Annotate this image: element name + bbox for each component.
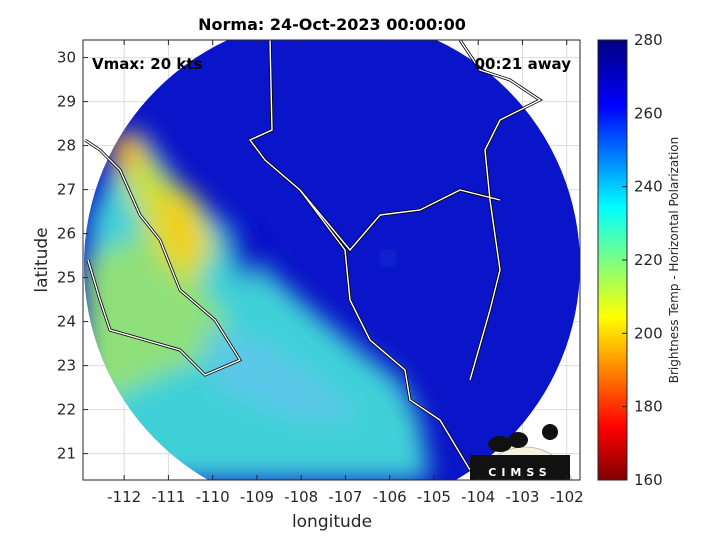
y-tick-label: 21 — [57, 445, 76, 463]
colorbar-tick-label: 200 — [634, 324, 663, 342]
y-tick-label: 29 — [57, 93, 76, 111]
cimss-logo: CIMSS — [470, 424, 573, 480]
x-tick-label: -104 — [461, 488, 495, 506]
x-tick-label: -106 — [373, 488, 407, 506]
x-tick-label: -105 — [417, 488, 451, 506]
colorbar-tick-label: 180 — [634, 398, 663, 416]
y-tick-label: 27 — [57, 181, 76, 199]
y-ticks: 21 22 23 24 25 26 27 28 29 30 — [57, 49, 88, 463]
y-tick-label: 28 — [57, 137, 76, 155]
colorbar-tick-label: 240 — [634, 178, 663, 196]
y-tick-label: 26 — [57, 225, 76, 243]
x-ticks: -112 -111 -110 -109 -108 -107 -106 -105 -104 -103… — [107, 40, 584, 506]
colorbar-tick-label: 160 — [634, 471, 663, 489]
brightness-field: CIMSS — [83, 40, 580, 480]
colorbar-ticks: 160 180 200 220 240 260 280 — [622, 31, 663, 489]
chart-title: Norma: 24-Oct-2023 00:00:00 — [198, 15, 466, 34]
colorbar-tick-label: 280 — [634, 31, 663, 49]
x-tick-label: -103 — [505, 488, 539, 506]
cimss-logo-text: CIMSS — [488, 466, 551, 479]
y-tick-label: 30 — [57, 49, 76, 67]
y-tick-label: 25 — [57, 269, 76, 287]
x-tick-label: -110 — [196, 488, 230, 506]
colorbar-tick-label: 260 — [634, 104, 663, 122]
x-tick-label: -111 — [151, 488, 185, 506]
colorbar-label: Brightness Temp - Horizontal Polarizatio… — [667, 137, 681, 384]
x-tick-label: -112 — [107, 488, 141, 506]
vmax-annotation: Vmax: 20 kts — [92, 55, 202, 73]
x-tick-label: -102 — [550, 488, 584, 506]
x-axis-label: longitude — [292, 512, 372, 532]
x-tick-label: -107 — [328, 488, 362, 506]
y-axis-label: latitude — [32, 227, 52, 292]
x-tick-label: -109 — [240, 488, 274, 506]
y-tick-label: 22 — [57, 401, 76, 419]
axes-frame — [82, 39, 581, 481]
y-tick-label: 23 — [57, 357, 76, 375]
time-away-annotation: 00:21 away — [475, 55, 572, 73]
x-tick-label: -108 — [284, 488, 318, 506]
y-tick-label: 24 — [57, 313, 76, 331]
colorbar-tick-label: 220 — [634, 251, 663, 269]
